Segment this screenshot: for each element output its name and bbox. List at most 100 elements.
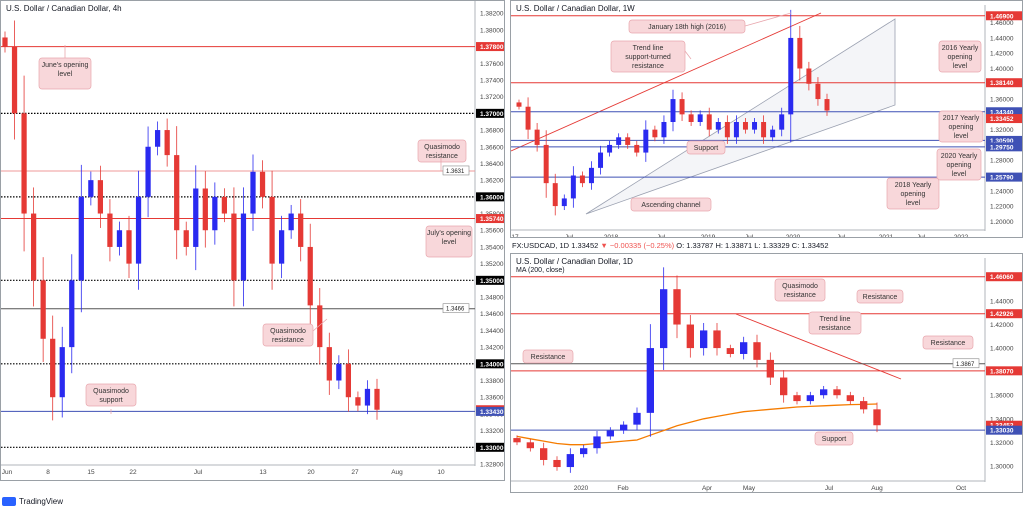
- chart-1w-annotation-pointer: [684, 50, 692, 60]
- chart-4h-level-label: 1.35000: [480, 278, 504, 285]
- chart-1d-level-label: 1.46060: [990, 274, 1014, 281]
- chart-4h-y-tick-label: 1.36600: [480, 144, 504, 151]
- chart-4h-candle-body: [240, 213, 247, 281]
- chart-4h-candle-body: [126, 230, 132, 264]
- chart-1d-candle-body: [793, 395, 801, 402]
- chart-1w-y-tick-label: 1.20000: [990, 219, 1014, 226]
- chart-1w-candle-body: [797, 37, 803, 69]
- chart-1d-candle-body: [513, 438, 521, 443]
- chart-1w-candle-body: [643, 129, 649, 153]
- chart-4h-annotation-text: July's opening: [427, 230, 471, 237]
- chart-4h-candle-body: [326, 347, 332, 381]
- chart-1w-candle-body: [543, 144, 549, 184]
- chart-1d-level-tag: [986, 425, 1022, 435]
- chart-4h-annotation-box: [417, 139, 467, 163]
- chart-1d-candle-body: [740, 342, 748, 354]
- chart-4h-candle-body: [259, 171, 266, 197]
- chart-4h-level-label: 1.33000: [480, 445, 504, 452]
- chart-1d-candle-body: [686, 324, 694, 349]
- symbol-ohlc-line: FX:USDCAD, 1D 1.33452 ▼ −0.00335 (−0.25%…: [512, 241, 829, 250]
- chart-1d-panel: U.S. Dollar / Canadian Dollar, 1D MA (20…: [510, 253, 1023, 493]
- chart-1w-candle-body: [824, 99, 830, 111]
- chart-1w-annotation-box: [938, 110, 984, 143]
- chart-4h-candle-body: [364, 388, 371, 406]
- chart-1w-level-tag: [986, 142, 1022, 152]
- chart-1w-candle-body: [570, 175, 576, 199]
- chart-1d-annotation-text: Support: [822, 436, 847, 443]
- chart-1w-svg[interactable]: 1.460001.440001.420001.400001.380001.360…: [511, 1, 1023, 238]
- chart-1w-annotation-text: resistance: [632, 63, 664, 70]
- chart-4h-annotation-box: [85, 383, 137, 407]
- chart-4h-x-tick-label: 20: [307, 469, 315, 476]
- chart-4h-candle-body: [78, 196, 84, 281]
- chart-4h-y-tick-label: 1.35200: [480, 261, 504, 268]
- chart-1d-candle-body: [766, 359, 774, 378]
- chart-1d-y-tick-label: 1.42000: [990, 322, 1014, 329]
- chart-1w-annotation-box: [610, 40, 686, 73]
- chart-1w-x-tick-label: 2021: [879, 234, 894, 238]
- chart-1w-level-tag: [986, 78, 1022, 88]
- chart-4h-candle-body: [298, 213, 304, 247]
- chart-1w-level-label: 1.25790: [990, 175, 1014, 182]
- chart-1d-trend-line: [735, 313, 902, 380]
- symbol-open: O: 1.33787: [676, 241, 714, 250]
- chart-1d-candle-body: [633, 412, 641, 425]
- chart-1d-svg[interactable]: 1.460001.440001.420001.400001.380001.360…: [511, 254, 1023, 493]
- chart-1d-annotation-box: [522, 349, 574, 364]
- chart-1w-annotation-text: 2020 Yearly: [941, 153, 978, 160]
- chart-4h-candle-body: [231, 213, 237, 281]
- chart-1w-y-tick-label: 1.22000: [990, 204, 1014, 211]
- chart-4h-y-tick-label: 1.37600: [480, 61, 504, 68]
- chart-4h-level-tag: [476, 214, 504, 224]
- chart-4h-candle-body: [336, 363, 342, 381]
- chart-1w-panel: U.S. Dollar / Canadian Dollar, 1W 1.4600…: [510, 0, 1023, 238]
- chart-1w-level-label: 1.29750: [990, 144, 1014, 151]
- chart-1d-candle-body: [713, 330, 721, 349]
- chart-1w-y-tick-label: 1.24000: [990, 188, 1014, 195]
- chart-4h-level-tag: [476, 42, 504, 52]
- chart-1d-level-label: 1.42926: [990, 311, 1014, 318]
- chart-4h-candle-body: [307, 246, 313, 306]
- chart-4h-level-tag: [442, 303, 470, 314]
- symbol-close: C: 1.33452: [791, 241, 829, 250]
- chart-1d-annotation-text: resistance: [784, 292, 816, 299]
- chart-1d-candle-body: [606, 430, 614, 437]
- chart-1d-candle-body: [660, 289, 668, 349]
- chart-1d-annotation-text: Quasimodo: [782, 283, 818, 290]
- chart-4h-annotation-text: resistance: [426, 153, 458, 160]
- chart-4h-svg[interactable]: 1.38200 1.38000 1.37800 1.37600 1.37400 1.372…: [1, 1, 505, 481]
- chart-1w-candle-body: [561, 198, 567, 207]
- chart-1d-ma200-line: [516, 403, 878, 446]
- chart-1w-y-tick-label: 1.44000: [990, 35, 1014, 42]
- symbol-price: 1.33452: [571, 241, 599, 250]
- chart-1w-annotation-box: [936, 148, 982, 181]
- chart-4h-level-tag: [476, 406, 504, 416]
- chart-1w-annotation-text: level: [953, 63, 968, 70]
- chart-4h-x-tick-label: Aug: [391, 469, 403, 476]
- chart-1d-candle-body: [753, 342, 761, 360]
- chart-1w-candle-body: [788, 37, 794, 115]
- chart-4h-candle-body: [116, 230, 123, 247]
- chart-4h-y-tick-label: 1.34800: [480, 295, 504, 302]
- chart-1w-x-tick-label: 2019: [701, 234, 716, 238]
- chart-1d-level-tag: [952, 358, 980, 369]
- chart-1w-candle-body: [742, 122, 748, 130]
- chart-1w-current-price-label: 1.33452: [990, 116, 1014, 123]
- chart-4h-candle-body: [345, 363, 352, 398]
- chart-1w-candle-body: [525, 106, 531, 130]
- symbol-low: L: 1.33329: [754, 241, 790, 250]
- chart-1d-level-tag: [986, 309, 1022, 319]
- chart-1w-y-tick-label: 1.32000: [990, 127, 1014, 134]
- chart-1w-candle-body: [588, 167, 594, 184]
- chart-4h-candle-body: [145, 146, 151, 197]
- chart-1w-level-label: 1.46900: [990, 13, 1014, 20]
- chart-1d-annotation-box: [856, 289, 904, 304]
- chart-1d-y-tick-label: 1.30000: [990, 463, 1014, 470]
- chart-1d-candle-body: [833, 389, 841, 396]
- chart-1d-candle-body: [806, 395, 814, 402]
- chart-1w-y-tick-label: 1.40000: [990, 66, 1014, 73]
- chart-4h-candle-body: [278, 230, 285, 264]
- chart-4h-x-tick-label: 13: [259, 469, 267, 476]
- chart-1w-y-tick-label: 1.28000: [990, 158, 1014, 165]
- chart-4h-y-tick-label: 1.33200: [480, 428, 504, 435]
